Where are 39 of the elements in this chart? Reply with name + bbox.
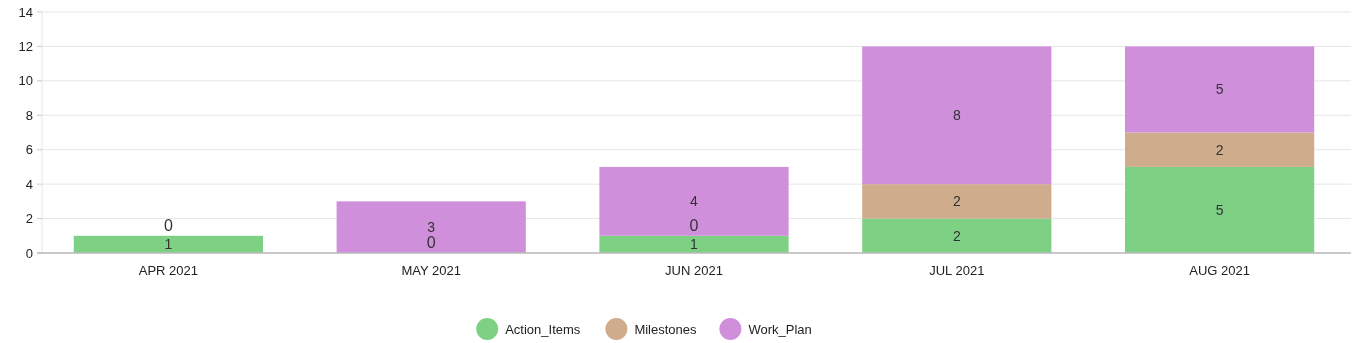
y-tick-label: 10 [18,73,33,89]
bar [862,218,1052,253]
legend-label: Work_Plan [748,321,812,337]
data-label: 3 [427,219,436,236]
bar [862,46,1052,185]
data-label: 5 [1215,81,1224,98]
data-label: 0 [163,216,173,234]
y-tick-label: 6 [25,142,33,158]
data-label: 0 [689,216,699,234]
y-tick-label: 8 [25,107,33,123]
bar [1124,46,1315,133]
x-tick-label: JUN 2021 [665,263,723,278]
y-tick-label: 0 [25,245,33,261]
legend-label: Action_Items [505,321,581,337]
y-tick-label: 2 [25,211,33,227]
bar [336,201,526,253]
y-tick-label: 14 [18,4,33,20]
legend-label: Milestones [634,321,698,337]
data-label: 1 [164,236,173,253]
bar [599,235,789,253]
data-label: 5 [1215,201,1224,218]
x-tick-label: MAY 2021 [401,263,461,278]
bar [862,184,1052,219]
y-tick-label: 4 [25,176,33,192]
data-label: 4 [690,193,699,210]
x-tick-label: APR 2021 [138,263,199,278]
data-label: 2 [952,193,961,210]
bar [73,235,264,253]
bar [599,166,789,236]
bar [1124,166,1315,253]
data-label: 0 [426,234,436,251]
data-label: 2 [952,227,961,244]
data-label: 2 [1215,141,1224,158]
x-tick-label: AUG 2021 [1189,263,1250,278]
y-tick-label: 12 [18,38,33,54]
bar [1124,132,1315,167]
data-label: 8 [952,107,961,124]
x-tick-label: JUL 2021 [929,263,985,278]
data-label: 1 [690,236,699,253]
